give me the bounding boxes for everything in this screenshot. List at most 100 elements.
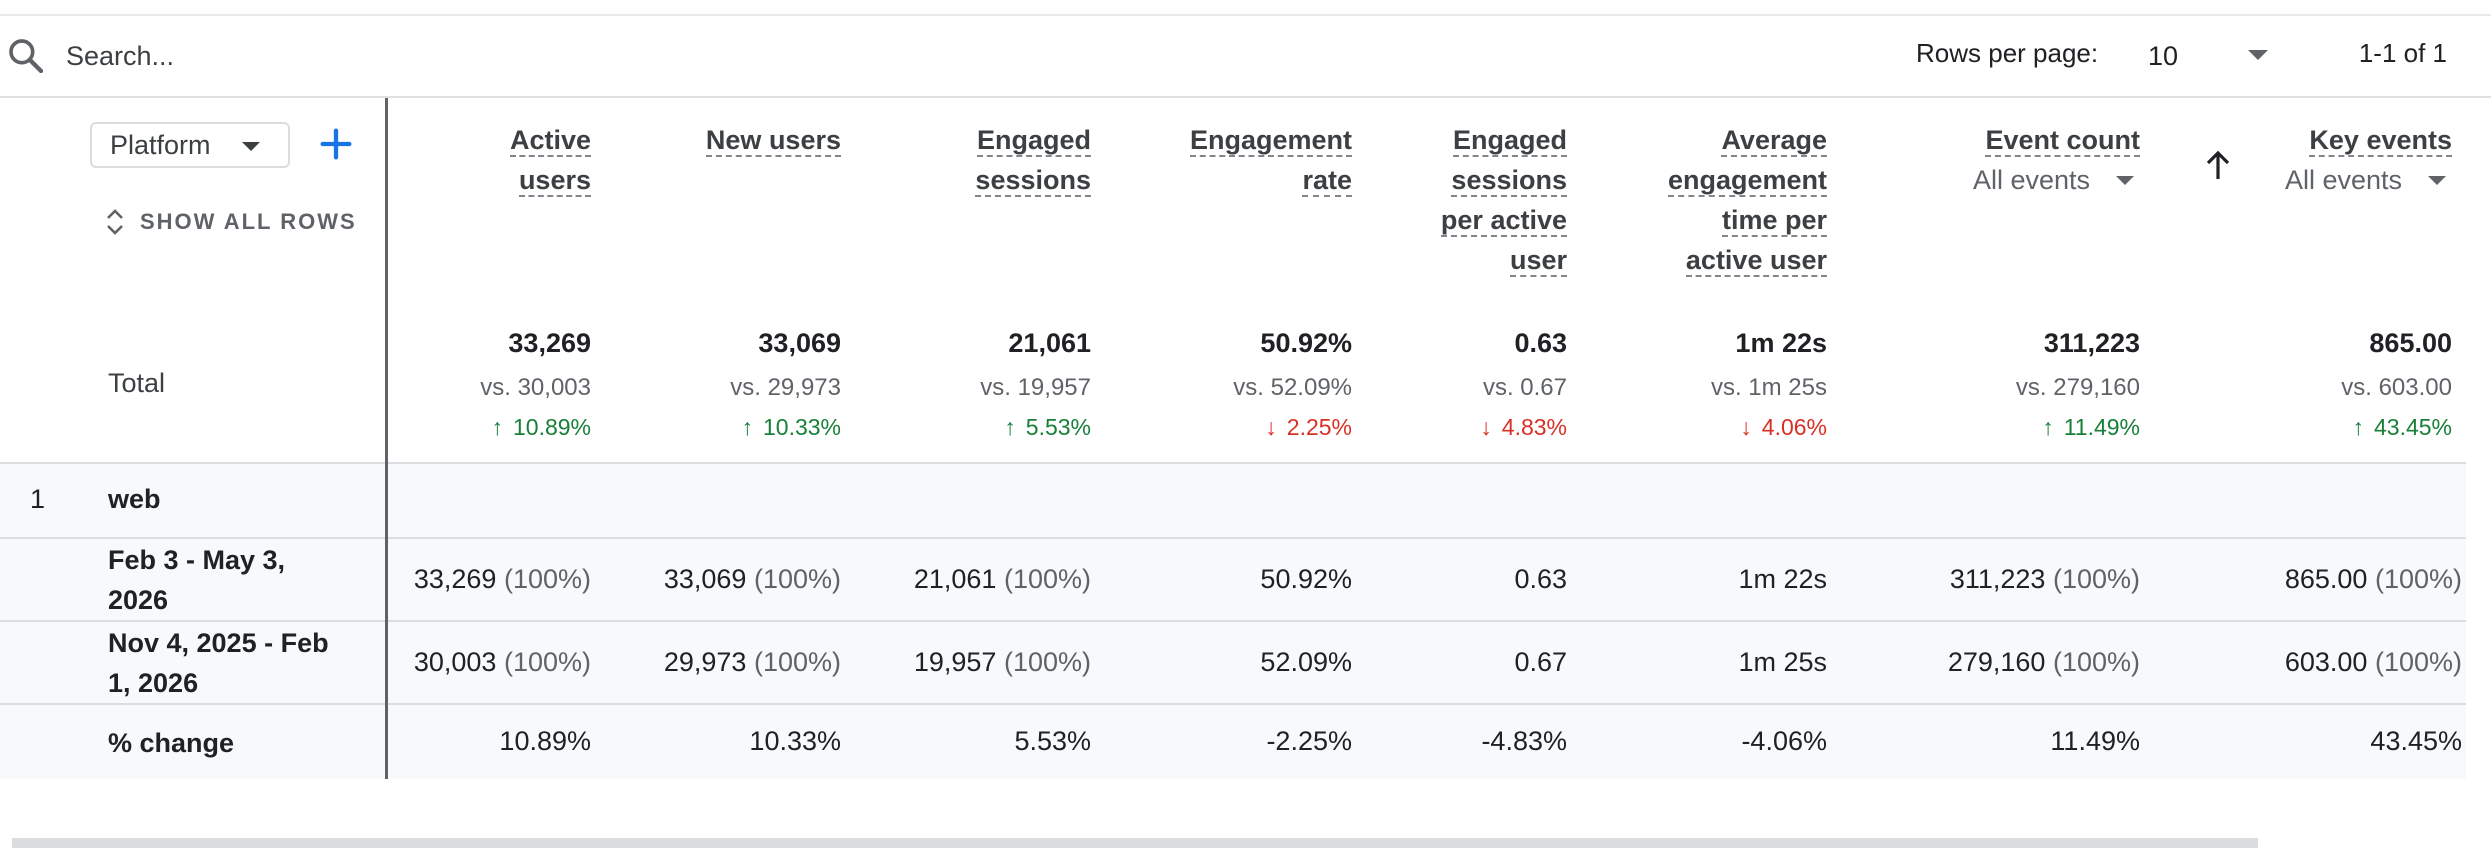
total-change-value: 43.45% bbox=[2373, 414, 2452, 440]
column-header-text: Event count bbox=[1985, 125, 2140, 157]
table-cell: 29,973 (100%) bbox=[664, 647, 841, 678]
change-cell: 43.45% bbox=[2370, 726, 2462, 756]
total-comparison: vs. 1m 25s bbox=[1710, 374, 1827, 401]
change-cell: 10.89% bbox=[499, 726, 591, 756]
add-icon[interactable] bbox=[316, 124, 356, 164]
column-header-new-users[interactable]: New users bbox=[705, 120, 841, 160]
cell-value: 30,003 bbox=[413, 647, 497, 677]
total-comparison: vs. 279,160 bbox=[2015, 374, 2140, 401]
total-value: 865.00 bbox=[2369, 328, 2452, 358]
cell-percent: (100%) bbox=[496, 647, 591, 677]
total-change: ↓ 2.25% bbox=[1265, 414, 1352, 441]
total-comparison: vs. 0.67 bbox=[1482, 374, 1567, 401]
arrow-up-icon: ↑ bbox=[1004, 414, 1016, 440]
cell-percent: (100%) bbox=[996, 564, 1091, 594]
caret-down-icon bbox=[2116, 175, 2134, 185]
header-separator bbox=[0, 462, 2466, 464]
cell-percent: (100%) bbox=[996, 647, 1091, 677]
column-header-active-users[interactable]: Active users bbox=[509, 120, 591, 200]
search-icon bbox=[9, 39, 44, 74]
dimension-selector[interactable]: Platform bbox=[90, 122, 290, 168]
key-event-filter-label: All events bbox=[2284, 165, 2402, 195]
table-cell: 52.09% bbox=[1260, 647, 1352, 678]
caret-down-icon bbox=[2428, 175, 2446, 185]
caret-down-icon bbox=[2248, 50, 2268, 60]
column-header-text: active user bbox=[1685, 245, 1827, 277]
total-change: ↑ 5.53% bbox=[1004, 414, 1091, 441]
total-comparison: vs. 603.00 bbox=[2341, 374, 2452, 401]
cell-percent: (100%) bbox=[2367, 564, 2462, 594]
search-input[interactable] bbox=[66, 38, 666, 74]
column-header-text: sessions bbox=[1451, 165, 1567, 197]
total-value: 311,223 bbox=[2043, 328, 2140, 358]
table-cell: 33,069 (100%) bbox=[664, 564, 841, 595]
rows-per-page-label: Rows per page: bbox=[1916, 38, 2099, 68]
sort-ascending-icon[interactable] bbox=[2204, 148, 2232, 182]
arrow-down-icon: ↓ bbox=[1740, 414, 1752, 440]
cell-value: 50.92% bbox=[1260, 564, 1352, 594]
table-cell: 0.63 bbox=[1514, 564, 1567, 595]
table-cell: 865.00 (100%) bbox=[2285, 564, 2462, 595]
column-header-engaged-sessions[interactable]: Engaged sessions bbox=[975, 120, 1091, 200]
event-filter-dropdown[interactable]: All events bbox=[1973, 160, 2140, 200]
column-header-text: Engaged bbox=[1452, 125, 1567, 157]
cell-value: 29,973 bbox=[663, 647, 747, 677]
table-cell: 0.67 bbox=[1514, 647, 1567, 678]
total-value: 0.63 bbox=[1514, 328, 1567, 358]
cell-percent: (100%) bbox=[496, 564, 591, 594]
arrow-down-icon: ↓ bbox=[1480, 414, 1492, 440]
table-cell: 33,269 (100%) bbox=[414, 564, 591, 595]
total-change-value: 5.53% bbox=[1025, 414, 1091, 440]
column-header-engaged-sessions-per-user[interactable]: Engaged sessions per active user bbox=[1440, 120, 1567, 280]
cell-value: 1m 22s bbox=[1738, 564, 1827, 594]
table-cell: 50.92% bbox=[1260, 564, 1352, 595]
cell-value: 865.00 bbox=[2284, 564, 2368, 594]
cell-value: 21,061 bbox=[913, 564, 997, 594]
unfold-icon bbox=[107, 209, 123, 235]
column-header-text: Engaged bbox=[976, 125, 1091, 157]
cell-percent: (100%) bbox=[2045, 564, 2140, 594]
total-change-value: 2.25% bbox=[1286, 414, 1352, 440]
column-header-text: time per bbox=[1721, 205, 1827, 237]
column-header-text: sessions bbox=[975, 165, 1091, 197]
total-value: 50.92% bbox=[1260, 328, 1352, 358]
change-cell: -4.06% bbox=[1741, 726, 1827, 756]
cell-percent: (100%) bbox=[2045, 647, 2140, 677]
table-cell: 19,957 (100%) bbox=[914, 647, 1091, 678]
top-divider bbox=[0, 14, 2491, 16]
cell-percent: (100%) bbox=[2367, 647, 2462, 677]
total-change-value: 4.83% bbox=[1501, 414, 1567, 440]
pagination-range: 1-1 of 1 bbox=[2358, 38, 2447, 68]
show-all-rows-button[interactable]: SHOW ALL ROWS bbox=[104, 204, 357, 240]
column-header-text: Average bbox=[1721, 125, 1827, 157]
total-value: 33,069 bbox=[758, 328, 841, 358]
cell-value: 0.63 bbox=[1514, 564, 1567, 594]
horizontal-scrollbar[interactable] bbox=[12, 838, 2258, 848]
column-header-engagement-rate[interactable]: Engagement rate bbox=[1189, 120, 1352, 200]
table-cell: 603.00 (100%) bbox=[2285, 647, 2462, 678]
row-separator bbox=[0, 537, 2466, 539]
change-cell: 10.33% bbox=[749, 726, 841, 756]
total-change: ↑ 43.45% bbox=[2352, 414, 2452, 441]
rows-per-page-select[interactable]: 10 bbox=[2148, 36, 2268, 76]
total-change-value: 10.89% bbox=[512, 414, 591, 440]
cell-value: 603.00 bbox=[2284, 647, 2368, 677]
cell-value: 279,160 bbox=[1947, 647, 2046, 677]
row-dimension-value[interactable]: web bbox=[108, 484, 161, 514]
total-comparison: vs. 30,003 bbox=[480, 374, 591, 401]
period-label: Nov 4, 2025 - Feb 1, 2026 bbox=[108, 628, 329, 698]
total-change: ↓ 4.83% bbox=[1480, 414, 1567, 441]
arrow-down-icon: ↓ bbox=[1265, 414, 1277, 440]
table-cell: 311,223 (100%) bbox=[1950, 564, 2140, 595]
key-event-filter-dropdown[interactable]: All events bbox=[2285, 160, 2452, 200]
change-label: % change bbox=[108, 728, 235, 758]
table-toolbar bbox=[0, 16, 2491, 98]
cell-value: 33,069 bbox=[663, 564, 747, 594]
column-header-avg-engagement-time[interactable]: Average engagement time per active user bbox=[1667, 120, 1827, 280]
caret-down-icon bbox=[242, 142, 260, 151]
column-header-key-events[interactable]: Key events All events bbox=[2285, 120, 2452, 200]
column-header-event-count[interactable]: Event count All events bbox=[1973, 120, 2140, 200]
total-comparison: vs. 52.09% bbox=[1233, 374, 1352, 401]
total-change-value: 4.06% bbox=[1761, 414, 1827, 440]
total-change-value: 11.49% bbox=[2063, 414, 2140, 440]
